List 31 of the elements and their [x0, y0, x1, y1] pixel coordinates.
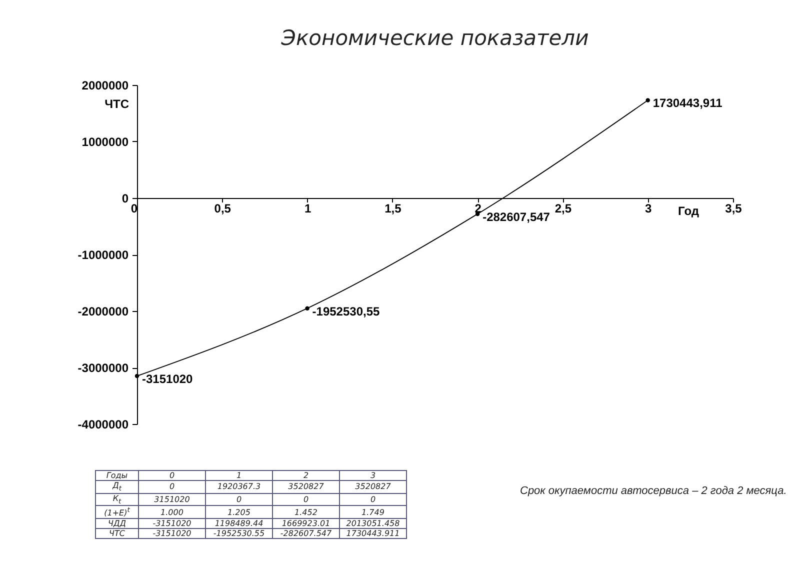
- text: (1+E)$^{t}$ 1.000 1.205 1.452 1.749: [104, 506, 384, 518]
- y-tick-label: -2000000: [78, 304, 129, 318]
- y-axis-title: ЧТС: [104, 97, 130, 111]
- x-tick-label: 0: [130, 202, 138, 216]
- data-label: -1952530,55: [312, 304, 380, 318]
- y-tick-label: -4000000: [78, 418, 129, 432]
- text: Годы 0 1 2 3: [106, 471, 376, 480]
- data-label: -3151020: [142, 372, 194, 386]
- point: [134, 374, 140, 378]
- y-tick-label: 1000000: [82, 135, 129, 149]
- x-tick-label: 2,5: [554, 202, 572, 216]
- text: ЧТС -3151020 -1952530.55 -282607.547 1730443.911: [109, 528, 400, 538]
- y-tick-label: -1000000: [78, 248, 129, 262]
- text: Д$_{t}$ 0 1920367.3 3520827 3520827: [112, 481, 391, 493]
- point: [305, 306, 310, 310]
- y-tick-label: -3000000: [78, 361, 129, 375]
- x-tick-label: 1,5: [384, 202, 402, 216]
- y-tick-label: 0: [122, 192, 129, 206]
- x-tick-label: 3: [645, 202, 652, 216]
- data-label: 1730443,911: [652, 96, 723, 110]
- x-tick-label: 1: [304, 202, 312, 216]
- x-axis-title: Год: [678, 204, 700, 218]
- chart-title: Экономические показатели: [280, 26, 589, 50]
- x-tick-label: 0,5: [214, 202, 232, 216]
- text: Срок окупаемости автосервиса – 2 года 2 месяца.: [520, 485, 787, 497]
- x-tick-label: 3,5: [725, 202, 742, 216]
- text: ЧДД -3151020 1198489.44 1669923.01 2013051.458: [108, 518, 400, 528]
- data-label: -282607,547: [482, 210, 550, 224]
- y-tick-label: 2000000: [82, 78, 129, 92]
- point: [646, 98, 650, 102]
- text: К$_{t}$ 3151020 0 0 0: [112, 494, 376, 506]
